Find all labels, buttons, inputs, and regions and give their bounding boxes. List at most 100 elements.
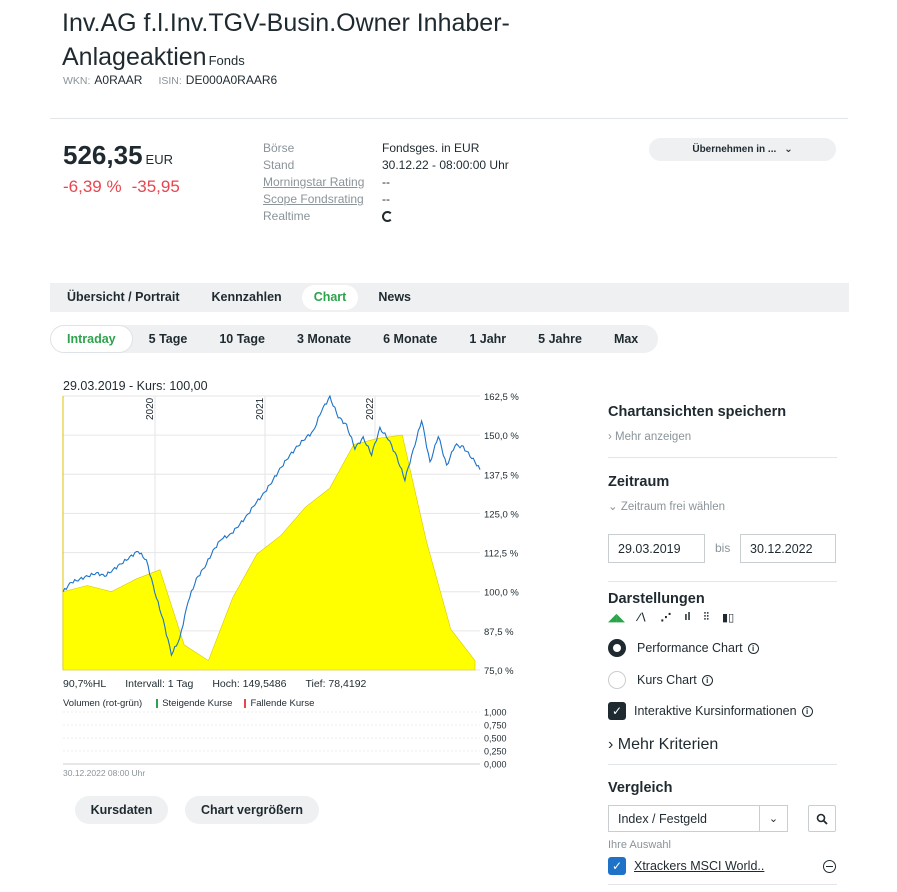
ohlc-chart-icon[interactable]: ⫶⫶	[703, 611, 710, 623]
stat-interval: Intervall: 1 Tag	[125, 678, 194, 690]
detail-key: Stand	[263, 158, 295, 172]
selection-checkbox[interactable]: ✓	[608, 857, 626, 875]
info-icon[interactable]: i	[747, 642, 759, 654]
compare-select[interactable]: Index / Festgeld ⌄	[608, 805, 788, 832]
chevron-down-icon: ⌄	[784, 144, 793, 155]
selection-item: ✓ Xtrackers MSCI World..	[608, 857, 837, 875]
period-5-years[interactable]: 5 Jahre	[538, 332, 582, 346]
chevron-right-icon: ›	[608, 431, 616, 443]
refresh-icon[interactable]	[382, 211, 393, 222]
detail-key: Realtime	[263, 209, 311, 223]
free-period-toggle[interactable]: ⌄ Zeitraum frei wählen	[608, 499, 837, 513]
divider	[608, 457, 837, 458]
y-tick-label: 125,0 %	[484, 509, 519, 520]
y-tick-label: 87,5 %	[484, 627, 514, 638]
date-to-input[interactable]: 30.12.2022	[740, 534, 836, 563]
tab-overview[interactable]: Übersicht / Portrait	[67, 290, 180, 304]
compare-search-button[interactable]	[808, 805, 836, 832]
volume-tick-label: 0,750	[484, 721, 507, 731]
period-3-months[interactable]: 3 Monate	[296, 332, 352, 346]
more-criteria-link[interactable]: › Mehr Kriterien	[608, 736, 837, 754]
more-criteria-label: Mehr Kriterien	[617, 736, 719, 753]
instrument-name: Inv.AG f.l.Inv.TGV-Busin.Owner Inhaber-A…	[62, 9, 510, 71]
stat-low: Tief: 78,4192	[305, 678, 367, 690]
change-percent: -6,39 %	[63, 177, 122, 196]
scope-link[interactable]: Scope Fondsrating	[263, 192, 364, 206]
detail-row: Realtime	[263, 208, 509, 225]
price: 526,35 EUR	[63, 140, 173, 171]
y-tick-label: 75,0 %	[484, 666, 514, 677]
fund-line	[62, 394, 481, 657]
radio-kurs[interactable]	[608, 671, 626, 689]
morningstar-link[interactable]: Morningstar Rating	[263, 175, 365, 189]
chevron-right-icon: ›	[608, 736, 618, 753]
price-value: 526,35	[63, 140, 143, 170]
volume-legend: Volumen (rot-grün) Steigende Kurse Falle…	[63, 698, 314, 709]
kurs-label: Kurs Chart	[637, 673, 697, 687]
period-6-months[interactable]: 6 Monate	[383, 332, 438, 346]
remove-icon[interactable]	[823, 860, 836, 873]
interactive-checkbox[interactable]: ✓	[608, 702, 626, 720]
y-tick-label: 162,5 %	[484, 392, 519, 403]
bar-chart-icon[interactable]: ıl	[684, 611, 691, 623]
period-5-days[interactable]: 5 Tage	[148, 332, 188, 346]
detail-value: Fondsges. in EUR	[382, 141, 480, 155]
detail-value: 30.12.22 - 08:00:00 Uhr	[382, 158, 509, 172]
divider	[608, 764, 837, 765]
mountain-chart-icon[interactable]: ⋰	[660, 612, 672, 624]
selection-item-link[interactable]: Xtrackers MSCI World..	[634, 859, 765, 873]
volume-tick-label: 0,000	[484, 760, 507, 770]
compare-select-value: Index / Festgeld	[618, 811, 707, 826]
performance-label: Performance Chart	[637, 641, 743, 655]
area-chart-icon[interactable]: ◢◣	[608, 612, 625, 624]
take-over-label: Übernehmen in ...	[692, 144, 777, 155]
line-chart-icon[interactable]: ∕∖	[637, 612, 648, 624]
radio-performance[interactable]	[608, 639, 626, 657]
save-views-title: Chartansichten speichern	[608, 404, 787, 420]
interactive-info-option[interactable]: ✓ Interaktive Kursinformationen i	[608, 702, 813, 720]
y-tick-label: 100,0 %	[484, 588, 519, 599]
price-currency: EUR	[145, 152, 173, 167]
price-change: -6,39 % -35,95	[63, 177, 180, 197]
period-max[interactable]: Max	[613, 332, 639, 346]
period-10-days[interactable]: 10 Tage	[219, 332, 265, 346]
year-marker-label: 2021	[255, 397, 266, 420]
falling-label: Fallende Kurse	[250, 698, 315, 709]
year-marker-label: 2022	[365, 397, 376, 420]
compare-section: Vergleich	[608, 780, 837, 796]
display-section: Darstellungen	[608, 591, 837, 607]
detail-row: Börse Fondsges. in EUR	[263, 140, 509, 157]
info-icon[interactable]: i	[701, 674, 713, 686]
detail-row: Stand 30.12.22 - 08:00:00 Uhr	[263, 157, 509, 174]
volume-tick-label: 0,250	[484, 747, 507, 757]
stat-high: Hoch: 149,5486	[212, 678, 287, 690]
bis-label: bis	[715, 541, 731, 555]
display-title: Darstellungen	[608, 591, 705, 607]
volume-label: Volumen (rot-grün)	[63, 698, 143, 709]
period-1-year[interactable]: 1 Jahr	[469, 332, 507, 346]
performance-chart-option[interactable]: Performance Chart i	[608, 639, 759, 657]
tab-chart[interactable]: Chart	[301, 285, 359, 310]
save-views-section: Chartansichten speichern › Mehr anzeigen	[608, 404, 837, 443]
kursdaten-button[interactable]: Kursdaten	[75, 796, 168, 824]
isin-value: DE000A0RAAR6	[185, 73, 278, 87]
show-more-link[interactable]: › Mehr anzeigen	[608, 431, 837, 443]
falling-marker	[244, 699, 247, 708]
period-section: Zeitraum ⌄ Zeitraum frei wählen	[608, 474, 837, 513]
main-tabs: Übersicht / Portrait Kennzahlen Chart Ne…	[50, 283, 849, 312]
change-absolute: -35,95	[131, 177, 180, 196]
period-intraday[interactable]: Intraday	[50, 325, 133, 353]
take-over-button[interactable]: Übernehmen in ... ⌄	[649, 138, 836, 161]
tab-news[interactable]: News	[378, 290, 411, 304]
info-icon[interactable]: i	[801, 705, 813, 717]
tab-kennzahlen[interactable]: Kennzahlen	[211, 290, 282, 304]
candlestick-icon[interactable]: ▮▯	[722, 612, 735, 624]
enlarge-chart-button[interactable]: Chart vergrößern	[185, 796, 319, 824]
date-from-input[interactable]: 29.03.2019	[608, 534, 705, 563]
kurs-chart-option[interactable]: Kurs Chart i	[608, 671, 713, 689]
period-selector: Intraday 5 Tage 10 Tage 3 Monate 6 Monat…	[50, 325, 658, 353]
your-selection-label: Ihre Auswahl	[608, 839, 671, 851]
chart-stats: 90,7%HL Intervall: 1 Tag Hoch: 149,5486 …	[63, 678, 385, 690]
performance-chart[interactable]: 162,5 % 150,0 % 137,5 % 125,0 % 112,5 % 100,0…	[55, 388, 535, 778]
isin-label: ISIN:	[158, 75, 182, 87]
